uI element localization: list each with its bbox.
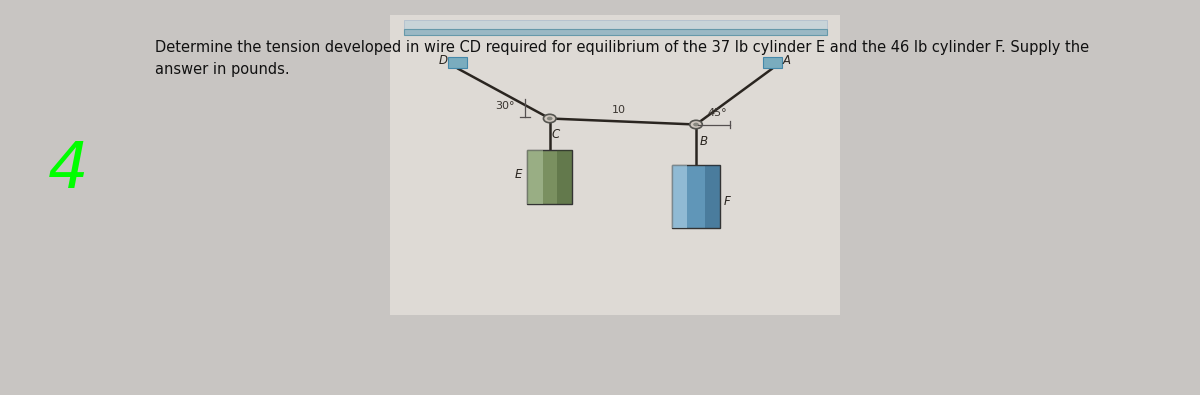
Text: Determine the tension developed in wire CD required for equilibrium of the 37 lb: Determine the tension developed in wire … [155, 40, 1090, 55]
Text: answer in pounds.: answer in pounds. [155, 62, 289, 77]
Bar [448, 57, 467, 68]
Bar [672, 165, 720, 228]
Bar [527, 150, 542, 204]
Circle shape [544, 114, 556, 123]
Bar [706, 165, 720, 228]
Circle shape [547, 117, 552, 120]
Text: 30°: 30° [496, 101, 515, 111]
Text: 4: 4 [48, 139, 89, 201]
Bar [527, 150, 572, 204]
Text: F: F [724, 195, 731, 208]
Bar [763, 57, 782, 68]
Bar [557, 150, 572, 204]
Bar [672, 165, 686, 228]
Text: D: D [439, 54, 448, 67]
Text: E: E [515, 168, 522, 181]
Bar [403, 28, 827, 35]
Text: 45°: 45° [707, 108, 726, 118]
Text: B: B [700, 135, 708, 148]
Text: A: A [782, 54, 791, 67]
Text: 10: 10 [611, 105, 625, 115]
Circle shape [690, 120, 702, 129]
Bar [390, 15, 840, 315]
Text: C: C [552, 128, 560, 141]
Bar [403, 20, 827, 28]
Circle shape [694, 122, 698, 126]
